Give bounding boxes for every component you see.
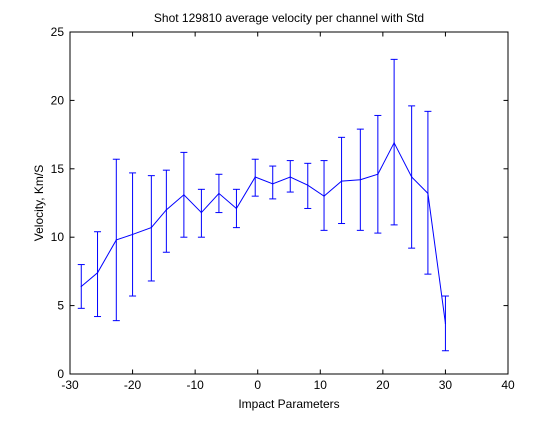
- data-point: [165, 209, 167, 211]
- data-point: [183, 194, 185, 196]
- x-axis-label: Impact Parameters: [238, 397, 339, 411]
- x-tick-label: 30: [439, 378, 453, 392]
- x-tick-label: -20: [124, 378, 142, 392]
- data-point: [131, 233, 134, 236]
- y-tick-label: 25: [51, 25, 65, 39]
- data-point: [218, 192, 220, 195]
- plot-layer: [77, 58, 449, 352]
- data-point: [150, 227, 152, 229]
- data-point: [377, 173, 379, 175]
- data-point: [235, 207, 238, 210]
- y-tick-label: 20: [51, 93, 65, 107]
- x-tick-label: -30: [61, 378, 79, 392]
- data-point: [411, 176, 413, 178]
- chart-title: Shot 129810 average velocity per channel…: [154, 11, 424, 25]
- data-point: [96, 272, 99, 274]
- x-tick-label: -10: [186, 378, 204, 392]
- axes-box: [69, 31, 509, 375]
- x-tick-label: 10: [314, 378, 328, 392]
- y-tick-label: 5: [57, 299, 64, 313]
- data-point: [393, 142, 395, 144]
- data-point: [115, 239, 117, 241]
- data-point: [272, 183, 274, 185]
- data-point: [307, 184, 309, 186]
- x-tick-label: 0: [254, 378, 261, 392]
- y-tick-label: 15: [51, 162, 65, 176]
- y-tick-label: 10: [51, 230, 65, 244]
- data-point: [80, 285, 82, 288]
- data-point: [254, 176, 256, 178]
- data-point: [427, 192, 429, 195]
- series-line: [80, 141, 446, 324]
- data-point: [340, 180, 343, 182]
- data-point: [359, 179, 361, 181]
- y-tick-label: 0: [57, 367, 64, 381]
- data-point: [323, 195, 325, 197]
- data-point: [444, 322, 447, 324]
- data-point: [289, 176, 291, 178]
- ticks-layer: -30 -20 -10 0 10 20 30 40 0 5 10 15 20 25: [51, 25, 515, 392]
- x-tick-label: 20: [376, 378, 390, 392]
- y-axis-label: Velocity, Km/S: [32, 165, 46, 241]
- x-tick-label: 40: [501, 378, 515, 392]
- data-point: [200, 211, 202, 214]
